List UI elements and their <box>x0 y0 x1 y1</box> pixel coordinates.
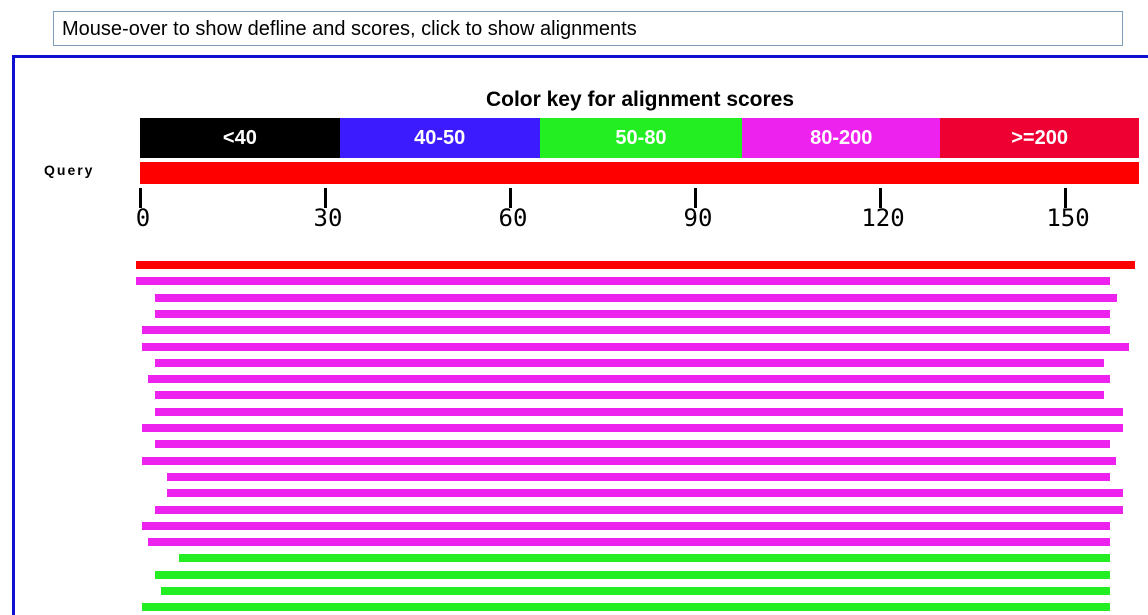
alignment-hit-bar[interactable] <box>142 603 1111 611</box>
color-key-cell: <40 <box>140 118 340 158</box>
alignment-hit-bar[interactable] <box>148 375 1111 383</box>
alignment-hit-bar[interactable] <box>160 587 1111 595</box>
alignment-hit-bar[interactable] <box>154 310 1111 318</box>
alignment-hit-bar[interactable] <box>154 359 1105 367</box>
alignment-hit-bar[interactable] <box>166 473 1111 481</box>
defline-display-box: Mouse-over to show defline and scores, c… <box>53 11 1123 46</box>
alignment-hit-bar[interactable] <box>142 424 1123 432</box>
alignment-hit-bar[interactable] <box>142 343 1129 351</box>
alignment-hit-bar[interactable] <box>154 408 1123 416</box>
alignment-hit-bar[interactable] <box>154 391 1105 399</box>
color-key-cell: 40-50 <box>339 118 540 158</box>
color-key-title: Color key for alignment scores <box>485 88 795 111</box>
query-bar <box>140 162 1139 184</box>
alignment-hit-bar[interactable] <box>154 440 1111 448</box>
alignment-hit-bar[interactable] <box>179 554 1111 562</box>
alignment-hit-bar[interactable] <box>166 489 1123 497</box>
color-key-cell: >=200 <box>940 118 1139 158</box>
alignment-hit-bar[interactable] <box>142 326 1111 334</box>
color-key-bar: <40 40-50 50-80 80-200 >=200 <box>140 118 1139 158</box>
alignment-hit-bar[interactable] <box>142 522 1111 530</box>
alignment-hit-bar[interactable] <box>142 457 1117 465</box>
alignment-hits <box>136 261 1135 611</box>
query-label: Query <box>44 162 95 178</box>
alignment-hit-bar[interactable] <box>154 571 1111 579</box>
alignment-hit-bar[interactable] <box>154 294 1117 302</box>
alignment-hit-bar[interactable] <box>154 506 1123 514</box>
color-key-cell: 80-200 <box>742 118 941 158</box>
alignment-hit-bar[interactable] <box>148 538 1111 546</box>
alignment-hit-bar[interactable] <box>136 277 1111 285</box>
alignment-hit-bar[interactable] <box>136 261 1135 269</box>
color-key-cell: 50-80 <box>539 118 743 158</box>
